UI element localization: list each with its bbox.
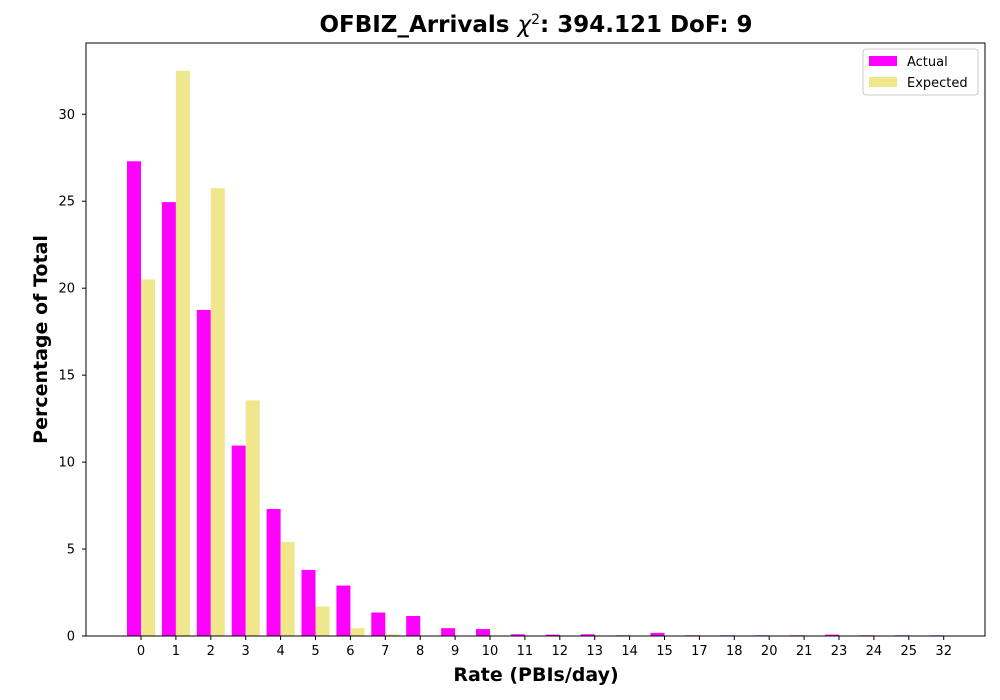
bar-actual-9 <box>441 628 456 636</box>
y-axis-ticks: 0 5 10 15 20 25 30 <box>58 108 86 645</box>
bar-actual-2 <box>196 309 211 636</box>
bar-expected-2 <box>210 188 225 636</box>
bar-actual-4 <box>266 509 281 636</box>
x-tick-label-25: 25 <box>901 644 918 659</box>
x-tick-label-14: 14 <box>621 644 638 659</box>
x-tick-label-6: 6 <box>346 644 354 659</box>
x-tick-label-32: 32 <box>935 644 952 659</box>
bar-expected-1 <box>175 70 190 636</box>
x-axis-ticks: 0 1 2 3 4 5 6 7 8 9 10 11 12 13 14 15 17 18 20 21 23 24 25 32 <box>137 636 952 659</box>
chart-title: OFBIZ_Arrivals χ2: 394.121 DoF: 9 <box>319 12 752 38</box>
y-tick-label-10: 10 <box>58 456 75 471</box>
x-tick-label-1: 1 <box>172 644 180 659</box>
bar-expected-3 <box>245 400 260 636</box>
y-tick-label-30: 30 <box>58 108 75 123</box>
x-tick-label-9: 9 <box>451 644 459 659</box>
bar-actual-1 <box>161 202 176 636</box>
x-tick-label-4: 4 <box>276 644 284 659</box>
x-tick-label-23: 23 <box>831 644 848 659</box>
bar-actual-0 <box>127 161 141 636</box>
bar-actual-6 <box>336 585 351 636</box>
bar-actual-15 <box>650 632 665 636</box>
bar-expected-5 <box>315 606 330 636</box>
x-tick-label-8: 8 <box>416 644 424 659</box>
y-tick-label-15: 15 <box>58 369 75 384</box>
y-tick-label-20: 20 <box>58 282 75 297</box>
bar-actual-13 <box>580 634 595 636</box>
x-tick-label-24: 24 <box>866 644 883 659</box>
bar-expected-7 <box>385 634 400 636</box>
legend: Actual Expected <box>862 48 979 96</box>
bar-actual-12 <box>545 634 560 636</box>
x-tick-label-2: 2 <box>207 644 215 659</box>
x-tick-label-20: 20 <box>761 644 778 659</box>
bar-expected-6 <box>350 628 365 636</box>
bar-actual-5 <box>301 569 316 636</box>
x-tick-label-0: 0 <box>137 644 145 659</box>
y-tick-label-25: 25 <box>58 195 75 210</box>
x-tick-label-17: 17 <box>691 644 708 659</box>
title-superscript: 2 <box>531 12 540 28</box>
y-tick-label-5: 5 <box>67 543 75 558</box>
x-axis-label: Rate (PBIs/day) <box>453 664 618 686</box>
legend-label-expected: Expected <box>907 76 968 91</box>
bar-actual-11 <box>510 634 525 636</box>
legend-swatch-actual <box>869 56 897 66</box>
x-tick-label-10: 10 <box>482 644 499 659</box>
x-tick-label-5: 5 <box>311 644 319 659</box>
x-tick-label-18: 18 <box>726 644 743 659</box>
bar-actual-8 <box>406 616 421 636</box>
y-tick-label-0: 0 <box>67 630 75 645</box>
title-chi-symbol: χ <box>515 12 532 38</box>
x-tick-label-15: 15 <box>656 644 673 659</box>
bar-actual-7 <box>371 612 386 636</box>
legend-label-actual: Actual <box>907 55 948 70</box>
plot-frame <box>85 42 986 637</box>
legend-swatch-expected <box>869 77 897 87</box>
bar-expected-4 <box>280 542 295 636</box>
bar-actual-3 <box>231 445 246 636</box>
bars-group <box>127 70 944 636</box>
x-tick-label-7: 7 <box>381 644 389 659</box>
x-tick-label-13: 13 <box>586 644 603 659</box>
x-tick-label-12: 12 <box>552 644 569 659</box>
x-tick-label-21: 21 <box>796 644 813 659</box>
x-tick-label-3: 3 <box>242 644 250 659</box>
bar-expected-0 <box>141 279 155 636</box>
bar-actual-23 <box>825 634 839 636</box>
y-axis-label: Percentage of Total <box>30 235 52 444</box>
bar-actual-10 <box>476 629 490 636</box>
x-tick-label-11: 11 <box>517 644 534 659</box>
